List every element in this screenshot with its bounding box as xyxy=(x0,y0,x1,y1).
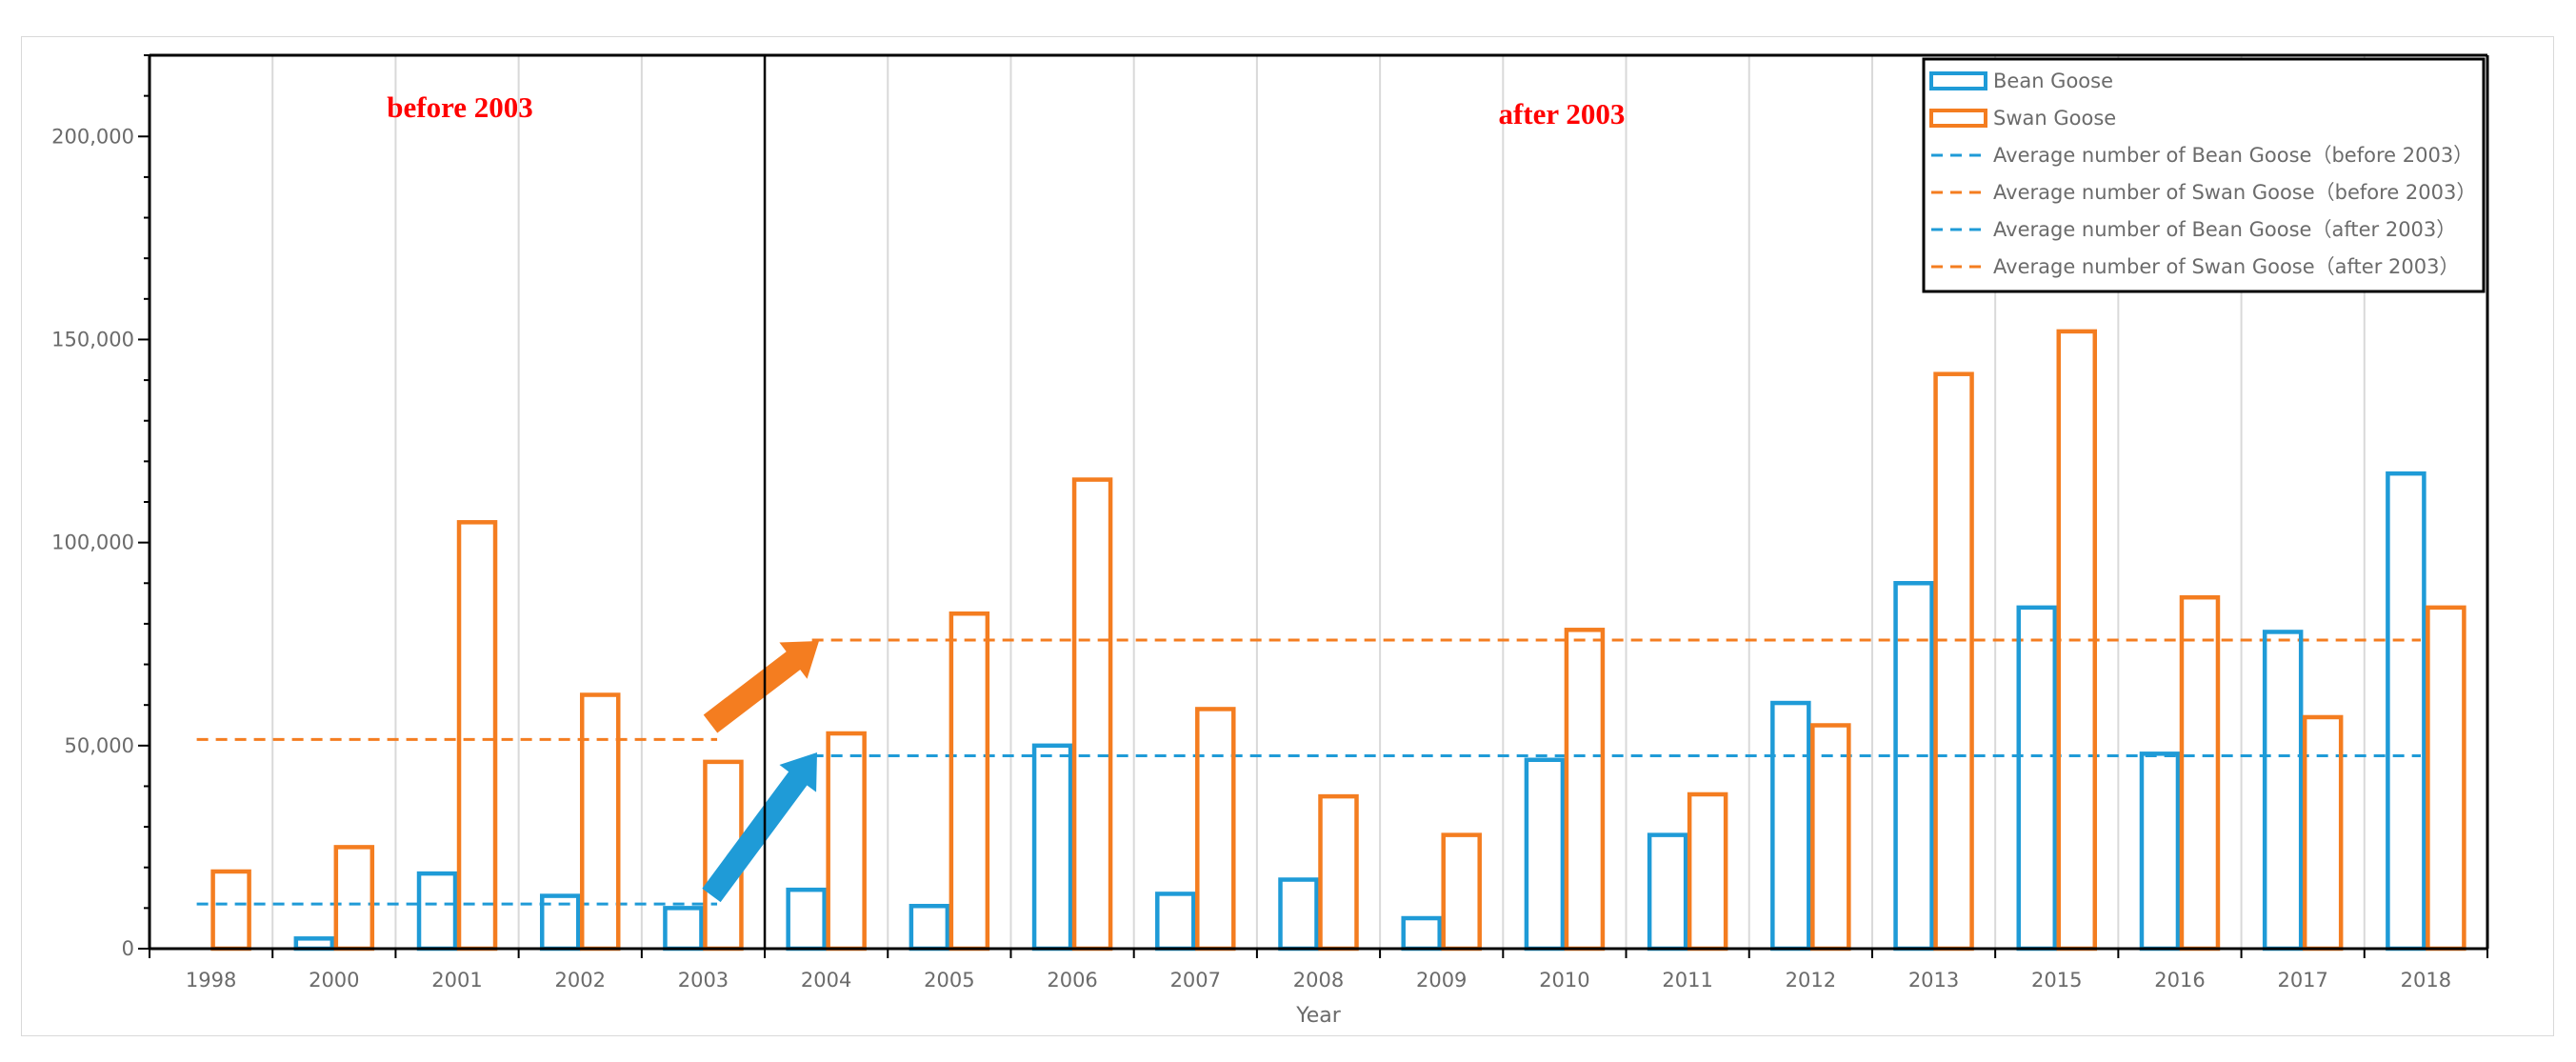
bar-swan-goose-2012 xyxy=(1810,723,1851,952)
before-2003-label: before 2003 xyxy=(387,90,533,124)
legend-swatch xyxy=(1929,71,1987,90)
legend-label: Average number of Swan Goose（before 2003… xyxy=(1993,181,2476,204)
x-tick-label: 1998 xyxy=(186,969,236,992)
axes xyxy=(138,53,2489,958)
bar-swan-goose-2004 xyxy=(826,731,867,952)
y-tick-label: 100,000 xyxy=(51,531,134,554)
bar-swan-goose-2016 xyxy=(2179,594,2221,952)
bar-bean-goose-2008 xyxy=(1278,877,1319,952)
after-2003-label: after 2003 xyxy=(1498,97,1625,130)
x-tick-label: 2018 xyxy=(2401,969,2451,992)
y-tick-label: 50,000 xyxy=(65,734,134,757)
swan-goose-trend-arrow xyxy=(703,641,819,733)
bar-bean-goose-2015 xyxy=(2016,605,2058,952)
bar-bean-goose-2000 xyxy=(293,936,335,952)
legend-label: Average number of Bean Goose（after 2003） xyxy=(1993,218,2456,241)
bar-swan-goose-2005 xyxy=(949,611,990,952)
x-tick-label: 2016 xyxy=(2154,969,2205,992)
bar-swan-goose-2010 xyxy=(1564,628,1606,952)
x-tick-label: 2017 xyxy=(2277,969,2327,992)
bar-bean-goose-2007 xyxy=(1155,892,1196,952)
x-axis-title: Year xyxy=(1295,1004,1342,1028)
x-tick-label: 2007 xyxy=(1170,969,1221,992)
bar-swan-goose-2001 xyxy=(456,520,498,952)
bar-bean-goose-2016 xyxy=(2139,751,2181,952)
bar-swan-goose-2009 xyxy=(1441,832,1482,952)
legend-label: Average number of Swan Goose（after 2003） xyxy=(1993,255,2459,278)
legend-label: Swan Goose xyxy=(1993,107,2116,130)
bar-swan-goose-1998 xyxy=(210,869,251,952)
x-tick-label: 2004 xyxy=(801,969,851,992)
y-tick-label: 0 xyxy=(122,937,134,960)
y-tick-label: 200,000 xyxy=(51,125,134,148)
y-tick-label: 150,000 xyxy=(51,328,134,351)
x-tick-label: 2009 xyxy=(1416,969,1467,992)
trend-arrows xyxy=(702,641,819,903)
legend-label: Average number of Bean Goose（before 2003… xyxy=(1993,144,2473,167)
bar-bean-goose-2005 xyxy=(909,903,950,952)
x-tick-label: 2002 xyxy=(555,969,606,992)
bar-bean-goose-2004 xyxy=(786,887,827,952)
x-tick-label: 2008 xyxy=(1293,969,1344,992)
bar-bean-goose-2017 xyxy=(2262,630,2304,952)
legend-box xyxy=(1922,57,2486,293)
legend-label: Bean Goose xyxy=(1993,70,2113,92)
x-tick-label: 2011 xyxy=(1662,969,1712,992)
average-lines xyxy=(196,638,2421,906)
x-tick-label: 2010 xyxy=(1539,969,1589,992)
x-tick-label: 2000 xyxy=(309,969,359,992)
x-tick-label: 2015 xyxy=(2031,969,2082,992)
bar-bean-goose-2009 xyxy=(1401,915,1442,952)
legend-swatch xyxy=(1929,109,1987,128)
bar-swan-goose-2017 xyxy=(2302,714,2344,952)
bar-swan-goose-2018 xyxy=(2426,605,2466,952)
bar-swan-goose-2002 xyxy=(579,692,621,952)
x-tick-label: 2013 xyxy=(1908,969,1959,992)
bar-bean-goose-2018 xyxy=(2386,471,2426,952)
bar-swan-goose-2013 xyxy=(1933,371,1974,952)
bar-bean-goose-2012 xyxy=(1770,700,1811,952)
bar-bean-goose-2003 xyxy=(663,906,704,952)
bean-goose-trend-arrow xyxy=(702,752,817,903)
x-tick-label: 2012 xyxy=(1786,969,1836,992)
chart-frame xyxy=(21,36,2554,1036)
tick-labels: 0 50,000 100,000 150,000 200,000 1998 2000 2001… xyxy=(51,125,2451,992)
bar-bean-goose-2006 xyxy=(1031,743,1073,952)
bar-swan-goose-2006 xyxy=(1071,477,1113,952)
bar-swan-goose-2000 xyxy=(333,845,375,952)
legend: Bean Goose Swan Goose Average number of Be… xyxy=(1922,57,2486,293)
x-tick-label: 2003 xyxy=(678,969,729,992)
bar-bean-goose-2011 xyxy=(1647,832,1688,952)
bar-bean-goose-2013 xyxy=(1893,581,1934,952)
x-tick-label: 2005 xyxy=(924,969,974,992)
bar-swan-goose-2007 xyxy=(1195,707,1236,952)
bar-bean-goose-2010 xyxy=(1524,757,1566,952)
x-tick-label: 2006 xyxy=(1047,969,1097,992)
bar-swan-goose-2011 xyxy=(1687,791,1728,952)
bar-swan-goose-2008 xyxy=(1318,793,1359,952)
bar-bean-goose-2001 xyxy=(416,871,458,952)
x-tick-label: 2001 xyxy=(431,969,482,992)
